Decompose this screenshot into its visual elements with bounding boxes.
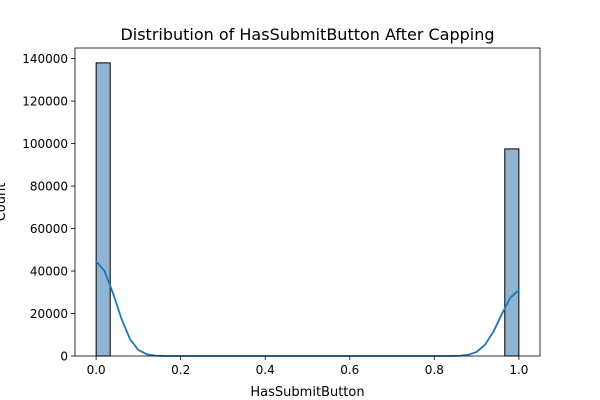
y-tick-label: 120000 <box>22 95 68 109</box>
x-tick-label: 0.4 <box>256 363 275 377</box>
plot-area-frame <box>74 47 541 357</box>
y-tick-label: 40000 <box>30 265 68 279</box>
y-tick-label: 20000 <box>30 307 68 321</box>
x-axis-ticks: 0.0 0.2 0.4 0.6 0.8 1.0 <box>87 356 528 377</box>
y-tick-label: 60000 <box>30 222 68 236</box>
y-axis-ticks: 0 20000 40000 60000 80000 100000 120000 140000 <box>22 52 75 364</box>
chart-title: Distribution of HasSubmitButton After Ca… <box>120 25 494 44</box>
x-axis-label: HasSubmitButton <box>250 385 364 400</box>
y-tick-label: 0 <box>60 350 68 364</box>
y-tick-label: 100000 <box>22 137 68 151</box>
y-tick-label: 80000 <box>30 180 68 194</box>
x-tick-label: 0.6 <box>340 363 359 377</box>
kde-line <box>95 260 520 357</box>
x-tick-label: 0.8 <box>425 363 444 377</box>
x-tick-label: 1.0 <box>509 363 528 377</box>
y-axis-label: Count <box>0 183 9 222</box>
histogram-bar-0 <box>95 62 111 357</box>
histogram-bar-1 <box>504 148 520 357</box>
bars-group <box>95 62 520 357</box>
x-tick-label: 0.0 <box>87 363 106 377</box>
kde-group <box>95 260 520 357</box>
y-tick-label: 140000 <box>22 52 68 66</box>
x-tick-label: 0.2 <box>171 363 190 377</box>
